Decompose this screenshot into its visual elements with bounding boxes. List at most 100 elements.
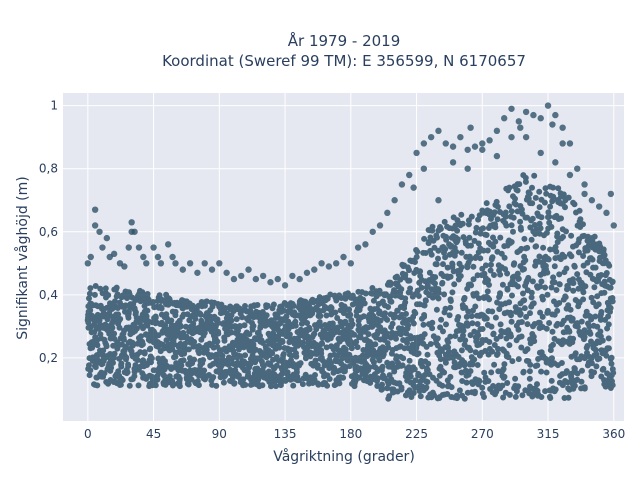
data-point xyxy=(169,253,176,261)
data-point xyxy=(96,228,103,235)
x-tick-label: 45 xyxy=(146,427,161,441)
data-point xyxy=(274,275,281,283)
data-point xyxy=(457,133,464,141)
data-point xyxy=(384,209,391,217)
data-point xyxy=(442,140,449,147)
data-point xyxy=(566,171,574,179)
data-points xyxy=(84,102,617,402)
data-point xyxy=(549,121,556,128)
data-point xyxy=(537,149,544,157)
x-tick-label: 90 xyxy=(212,427,227,441)
data-point xyxy=(125,244,132,251)
data-point xyxy=(517,124,524,131)
data-point xyxy=(552,111,559,119)
data-point xyxy=(607,190,615,198)
data-point xyxy=(140,253,147,261)
data-point xyxy=(179,266,186,273)
data-point xyxy=(420,165,428,172)
chart-title-line2: Koordinat (Sweref 99 TM): E 356599, N 61… xyxy=(162,52,526,70)
data-point xyxy=(544,102,552,109)
data-point xyxy=(340,253,347,261)
x-tick-label: 360 xyxy=(602,427,625,441)
x-tick-label: 270 xyxy=(471,427,494,441)
x-tick-label: 135 xyxy=(274,427,297,441)
data-point xyxy=(110,250,118,258)
data-point xyxy=(325,263,333,270)
data-point xyxy=(420,140,428,147)
data-point xyxy=(376,222,384,229)
data-point xyxy=(303,269,311,276)
data-point xyxy=(208,266,216,273)
data-point xyxy=(99,244,106,251)
data-point xyxy=(449,143,457,150)
data-point xyxy=(479,146,486,153)
x-axis-title: Vågriktning (grader) xyxy=(273,448,415,465)
data-point xyxy=(413,149,420,157)
x-tick-label: 315 xyxy=(537,427,560,441)
data-point xyxy=(559,124,566,131)
y-tick-label: 0,6 xyxy=(39,225,58,239)
y-tick-label: 0,2 xyxy=(39,351,58,365)
data-point xyxy=(427,133,435,141)
data-point xyxy=(581,181,588,188)
data-point xyxy=(515,118,523,125)
data-point xyxy=(467,124,474,131)
data-point xyxy=(464,146,471,153)
data-point xyxy=(435,127,442,135)
data-point xyxy=(588,197,596,204)
data-point xyxy=(186,260,194,267)
chart-title-line1: År 1979 - 2019 xyxy=(288,31,401,50)
data-point xyxy=(603,209,610,217)
data-point xyxy=(194,269,201,276)
data-point xyxy=(216,260,223,267)
data-point xyxy=(135,244,143,251)
data-point xyxy=(406,171,413,179)
data-point xyxy=(464,165,471,172)
data-point xyxy=(154,253,162,261)
data-point xyxy=(128,219,135,226)
data-point xyxy=(230,275,238,283)
data-point xyxy=(493,127,501,135)
data-point xyxy=(493,152,501,160)
data-point xyxy=(103,234,111,242)
data-point xyxy=(84,260,92,267)
data-point xyxy=(595,203,603,210)
data-point xyxy=(522,108,530,116)
data-point xyxy=(128,228,135,235)
data-point xyxy=(172,260,179,267)
data-point xyxy=(150,244,157,251)
data-point xyxy=(87,253,94,261)
data-point xyxy=(281,282,289,289)
data-point xyxy=(289,272,296,280)
data-point xyxy=(398,181,406,188)
y-axis-title: Signifikant våghöjd (m) xyxy=(14,176,31,339)
data-point xyxy=(369,228,376,235)
data-point xyxy=(410,184,417,191)
data-point xyxy=(157,260,165,267)
data-point xyxy=(311,266,318,273)
data-point xyxy=(91,222,99,229)
data-point xyxy=(332,260,340,267)
data-point xyxy=(501,115,508,122)
data-point xyxy=(552,159,559,166)
data-point xyxy=(91,206,99,213)
data-point xyxy=(522,133,530,141)
data-point xyxy=(449,159,457,166)
y-tick-label: 1 xyxy=(50,99,58,113)
x-tick-label: 180 xyxy=(339,427,362,441)
data-point xyxy=(479,140,486,147)
y-tick-label: 0,8 xyxy=(39,162,58,176)
data-point xyxy=(471,143,479,150)
y-tick-label: 0,4 xyxy=(39,288,58,302)
data-point xyxy=(435,197,442,204)
data-point xyxy=(223,269,230,276)
data-point xyxy=(245,266,252,273)
y-axis-ticks: 0,2 0,4 0,6 0,8 1 xyxy=(39,99,58,365)
data-point xyxy=(391,197,398,204)
data-point xyxy=(354,244,362,251)
data-point xyxy=(508,133,515,141)
x-tick-label: 0 xyxy=(84,427,92,441)
data-point xyxy=(164,241,172,248)
data-point xyxy=(238,272,245,280)
